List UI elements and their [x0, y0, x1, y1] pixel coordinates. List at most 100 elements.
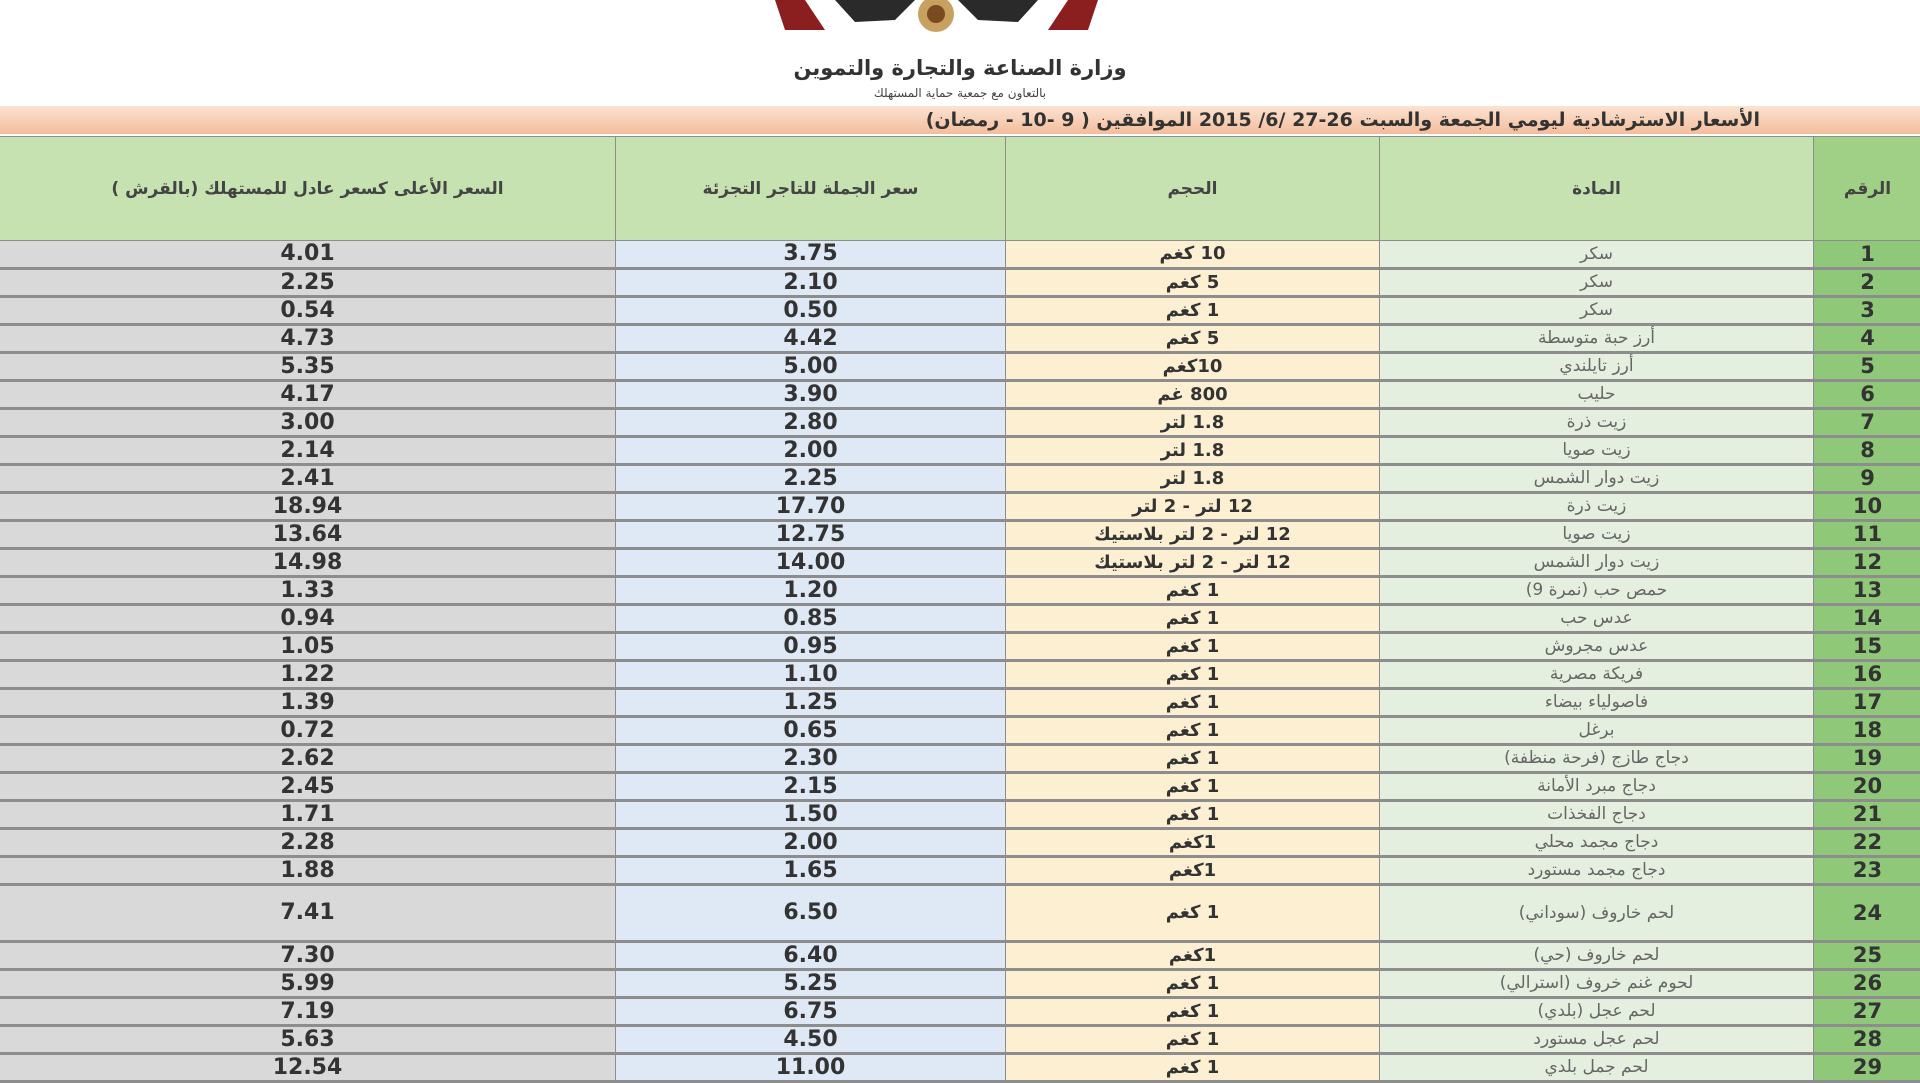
row-number: 26 [1814, 969, 1920, 997]
item-size: 1 كغم [1006, 576, 1380, 604]
item-size: 12 لتر - 2 لتر [1006, 492, 1380, 520]
col-header-item: المادة [1380, 137, 1814, 241]
item-size: 1.8 لتر [1006, 408, 1380, 436]
title-band: الأسعار الاسترشادية ليومي الجمعة والسبت … [0, 106, 1920, 134]
row-number: 22 [1814, 828, 1920, 856]
wholesale-price: 1.10 [616, 660, 1006, 688]
wholesale-price: 11.00 [616, 1053, 1006, 1081]
item-size: 1 كغم [1006, 969, 1380, 997]
coat-of-arms-logo [765, 0, 1108, 40]
col-header-number: الرقم [1814, 137, 1920, 241]
wholesale-price: 14.00 [616, 548, 1006, 576]
retail-price: 13.64 [0, 520, 616, 548]
wholesale-price: 12.75 [616, 520, 1006, 548]
item-size: 1 كغم [1006, 604, 1380, 632]
retail-price: 3.00 [0, 408, 616, 436]
item-size: 1 كغم [1006, 744, 1380, 772]
wholesale-price: 5.25 [616, 969, 1006, 997]
item-name: عدس حب [1380, 604, 1814, 632]
item-size: 1.8 لتر [1006, 436, 1380, 464]
item-size: 1 كغم [1006, 800, 1380, 828]
wholesale-price: 2.10 [616, 268, 1006, 296]
item-name: عدس مجروش [1380, 632, 1814, 660]
row-number: 13 [1814, 576, 1920, 604]
retail-price: 0.54 [0, 296, 616, 324]
item-name: فريكة مصرية [1380, 660, 1814, 688]
item-name: زيت صويا [1380, 520, 1814, 548]
item-name: لحم خاروف (حي) [1380, 941, 1814, 969]
price-table: الرقم المادة الحجم سعر الجملة للتاجر الت… [0, 136, 1920, 1083]
wholesale-price: 1.25 [616, 688, 1006, 716]
cooperation-note: بالتعاون مع جمعية حماية المستهلك [0, 86, 1920, 100]
item-size: 1 كغم [1006, 660, 1380, 688]
retail-price: 1.05 [0, 632, 616, 660]
retail-price: 2.41 [0, 464, 616, 492]
wholesale-price: 5.00 [616, 352, 1006, 380]
wholesale-price: 6.75 [616, 997, 1006, 1025]
row-number: 24 [1814, 884, 1920, 941]
retail-price: 2.14 [0, 436, 616, 464]
item-name: دجاج مجمد مستورد [1380, 856, 1814, 884]
retail-price: 0.94 [0, 604, 616, 632]
row-number: 4 [1814, 324, 1920, 352]
wholesale-price: 3.90 [616, 380, 1006, 408]
retail-price: 1.71 [0, 800, 616, 828]
item-size: 12 لتر - 2 لتر بلاستيك [1006, 520, 1380, 548]
ministry-name: وزارة الصناعة والتجارة والتموين [0, 56, 1920, 80]
retail-price: 14.98 [0, 548, 616, 576]
item-name: دجاج مجمد محلي [1380, 828, 1814, 856]
row-number: 8 [1814, 436, 1920, 464]
wholesale-price: 2.80 [616, 408, 1006, 436]
item-name: برغل [1380, 716, 1814, 744]
retail-price: 2.28 [0, 828, 616, 856]
row-number: 19 [1814, 744, 1920, 772]
row-number: 20 [1814, 772, 1920, 800]
item-name: حمص حب (نمرة 9) [1380, 576, 1814, 604]
item-name: لحم خاروف (سوداني) [1380, 884, 1814, 941]
item-name: دجاج طازج (فرحة منظفة) [1380, 744, 1814, 772]
retail-price: 2.62 [0, 744, 616, 772]
item-name: حليب [1380, 380, 1814, 408]
wholesale-price: 0.50 [616, 296, 1006, 324]
wholesale-price: 6.40 [616, 941, 1006, 969]
item-size: 1 كغم [1006, 632, 1380, 660]
retail-price: 1.33 [0, 576, 616, 604]
item-size: 1 كغم [1006, 884, 1380, 941]
item-name: زيت دوار الشمس [1380, 548, 1814, 576]
item-size: 1كغم [1006, 856, 1380, 884]
retail-price: 5.63 [0, 1025, 616, 1053]
item-size: 1 كغم [1006, 1025, 1380, 1053]
item-name: زيت دوار الشمس [1380, 464, 1814, 492]
wholesale-price: 1.50 [616, 800, 1006, 828]
col-header-wholesale-label: سعر الجملة للتاجر التجزئة [696, 174, 926, 204]
item-size: 1.8 لتر [1006, 464, 1380, 492]
retail-price: 4.01 [0, 241, 616, 269]
retail-price: 4.73 [0, 324, 616, 352]
wholesale-price: 1.20 [616, 576, 1006, 604]
item-size: 800 غم [1006, 380, 1380, 408]
item-name: سكر [1380, 296, 1814, 324]
wholesale-price: 2.00 [616, 828, 1006, 856]
item-size: 10 كغم [1006, 241, 1380, 269]
retail-price: 1.22 [0, 660, 616, 688]
retail-price: 5.35 [0, 352, 616, 380]
row-number: 9 [1814, 464, 1920, 492]
item-name: أرز حبة متوسطة [1380, 324, 1814, 352]
